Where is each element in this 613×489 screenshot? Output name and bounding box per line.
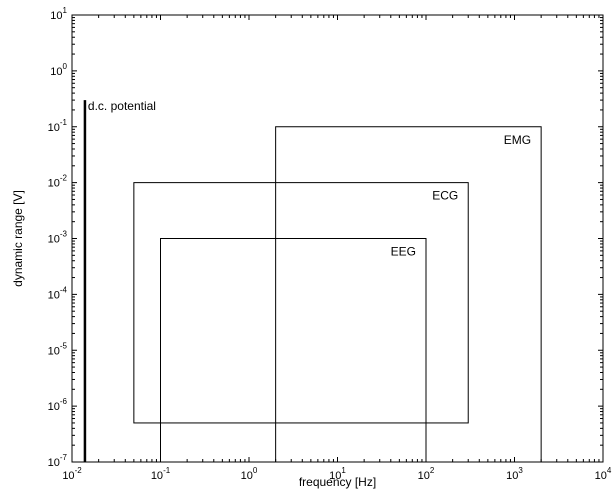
regions: EMG ECG EEG — [133, 126, 542, 463]
region-eeg — [160, 238, 427, 463]
region-ecg — [133, 182, 469, 424]
y-tick-label: 10-2 — [48, 174, 68, 190]
y-tick-label: 10-5 — [48, 341, 68, 357]
region-emg — [275, 126, 542, 463]
x-tick-label: 101 — [329, 466, 346, 482]
y-tick-label: 10-1 — [48, 118, 68, 134]
x-tick-label: 103 — [506, 466, 523, 482]
y-tick-label: 10-7 — [48, 453, 68, 469]
x-tick-label: 102 — [418, 466, 435, 482]
x-tick-label: 10-1 — [151, 466, 171, 482]
dc-potential-group: d.c. potential — [83, 99, 156, 462]
region-label-emg: EMG — [504, 133, 531, 147]
x-axis-label: frequency [Hz] — [299, 475, 376, 489]
y-tick-labels: 10-7 10-6 10-5 10-4 10-3 10-2 10-1 100 101 — [48, 6, 68, 469]
x-tick-label: 104 — [595, 466, 612, 482]
plot-area-frame — [71, 14, 604, 463]
region-label-eeg: EEG — [391, 245, 416, 259]
x-tick-labels: 10-2 10-1 100 101 102 103 104 — [62, 466, 612, 482]
y-tick-label: 10-3 — [48, 230, 68, 246]
dc-potential-label: d.c. potential — [88, 99, 156, 113]
x-tick-label: 10-2 — [62, 466, 82, 482]
x-tick-label: 100 — [241, 466, 258, 482]
y-tick-label: 101 — [50, 6, 67, 22]
y-tick-label: 100 — [50, 62, 67, 78]
y-axis-label: dynamic range [V] — [11, 190, 25, 287]
y-tick-label: 10-4 — [48, 285, 68, 301]
region-label-ecg: ECG — [432, 189, 458, 203]
y-tick-label: 10-6 — [48, 397, 68, 413]
